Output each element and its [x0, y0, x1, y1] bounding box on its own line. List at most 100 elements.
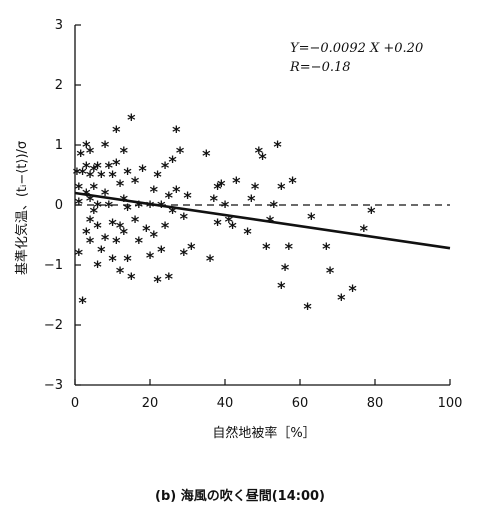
data-point: *: [116, 218, 125, 237]
data-point: *: [101, 185, 110, 204]
data-point: *: [367, 203, 376, 222]
data-point: *: [228, 218, 237, 237]
data-point: *: [281, 260, 290, 279]
data-point: *: [112, 122, 121, 141]
data-point: *: [120, 191, 129, 210]
data-point: *: [221, 197, 230, 216]
data-point: *: [86, 233, 95, 252]
data-point: *: [93, 158, 102, 177]
data-point: *: [108, 215, 117, 234]
data-point: *: [146, 248, 155, 267]
data-point: *: [146, 197, 155, 216]
data-point: *: [161, 218, 170, 237]
data-point: *: [337, 290, 346, 309]
data-point: *: [105, 158, 114, 177]
data-point: *: [210, 191, 219, 210]
data-point: *: [187, 239, 196, 258]
x-tick-label: 60: [292, 396, 309, 411]
data-point: *: [217, 176, 226, 195]
data-point: *: [273, 137, 282, 156]
data-point: *: [78, 164, 87, 183]
data-point: *: [322, 239, 331, 258]
data-point: *: [101, 230, 110, 249]
data-point: *: [90, 203, 99, 222]
data-point: *: [105, 197, 114, 216]
data-point: *: [326, 263, 335, 282]
data-point: *: [165, 269, 174, 288]
data-point: *: [183, 188, 192, 207]
x-axis-title: 自然地被率［%］: [212, 425, 315, 441]
x-tick-label: 80: [367, 396, 384, 411]
y-tick-label: 0: [55, 198, 63, 213]
data-point: *: [97, 167, 106, 186]
data-point: *: [86, 143, 95, 162]
data-point: *: [255, 143, 264, 162]
data-point: *: [202, 146, 211, 165]
data-point: *: [93, 197, 102, 216]
data-point: *: [262, 239, 271, 258]
data-point: *: [93, 218, 102, 237]
x-tick-label: 100: [438, 396, 463, 411]
data-point: *: [123, 200, 132, 219]
data-point: *: [82, 224, 91, 243]
data-point: *: [90, 179, 99, 198]
y-tick-label: −2: [44, 318, 63, 333]
data-point: *: [73, 164, 82, 183]
data-point: *: [82, 158, 91, 177]
data-point: *: [108, 251, 117, 270]
data-point: *: [153, 272, 162, 291]
data-point: *: [75, 194, 84, 213]
data-point: *: [112, 233, 121, 252]
data-point: *: [120, 143, 129, 162]
data-point: *: [127, 269, 136, 288]
data-point: *: [120, 224, 129, 243]
data-point: *: [90, 161, 99, 180]
data-point: *: [153, 167, 162, 186]
data-point: *: [161, 158, 170, 177]
data-point: *: [78, 293, 87, 312]
data-point: *: [157, 197, 166, 216]
data-point: *: [232, 173, 241, 192]
data-point: *: [123, 164, 132, 183]
x-tick-label: 40: [217, 396, 234, 411]
data-points: ****************************************…: [73, 110, 376, 318]
data-point: *: [285, 239, 294, 258]
data-point: *: [82, 185, 91, 204]
data-point: *: [172, 182, 181, 201]
data-point: *: [168, 203, 177, 222]
data-point: *: [82, 137, 91, 156]
data-point: *: [288, 173, 297, 192]
y-tick-label: 2: [55, 78, 63, 93]
y-tick-label: −3: [44, 378, 63, 393]
data-point: *: [258, 149, 267, 168]
data-point: *: [348, 281, 357, 300]
data-point: *: [180, 245, 189, 264]
data-point: *: [225, 212, 234, 231]
data-point: *: [135, 233, 144, 252]
data-point: *: [86, 167, 95, 186]
correlation-coefficient: R=−0.18: [289, 60, 351, 75]
data-point: *: [206, 251, 215, 270]
y-tick-label: −1: [44, 258, 63, 273]
data-point: *: [168, 152, 177, 171]
data-point: *: [131, 173, 140, 192]
data-point: *: [307, 209, 316, 228]
data-point: *: [86, 212, 95, 231]
data-point: *: [123, 251, 132, 270]
axis-ticks: 3 2 1 0 −1 −2 −3 0 20 40 60 80 100: [44, 18, 463, 411]
data-point: *: [138, 161, 147, 180]
data-point: *: [176, 143, 185, 162]
data-point: *: [172, 122, 181, 141]
data-point: *: [180, 209, 189, 228]
y-tick-label: 1: [55, 138, 63, 153]
data-point: *: [157, 242, 166, 261]
data-point: *: [270, 197, 279, 216]
data-point: *: [93, 257, 102, 276]
data-point: *: [150, 227, 159, 246]
data-point: *: [303, 299, 312, 318]
data-point: *: [97, 242, 106, 261]
data-point: *: [360, 221, 369, 240]
data-point: *: [75, 179, 84, 198]
data-point: *: [150, 182, 159, 201]
y-axis-title: 基準化気温、(tᵢ−⟨t⟩)/σ: [14, 141, 30, 275]
